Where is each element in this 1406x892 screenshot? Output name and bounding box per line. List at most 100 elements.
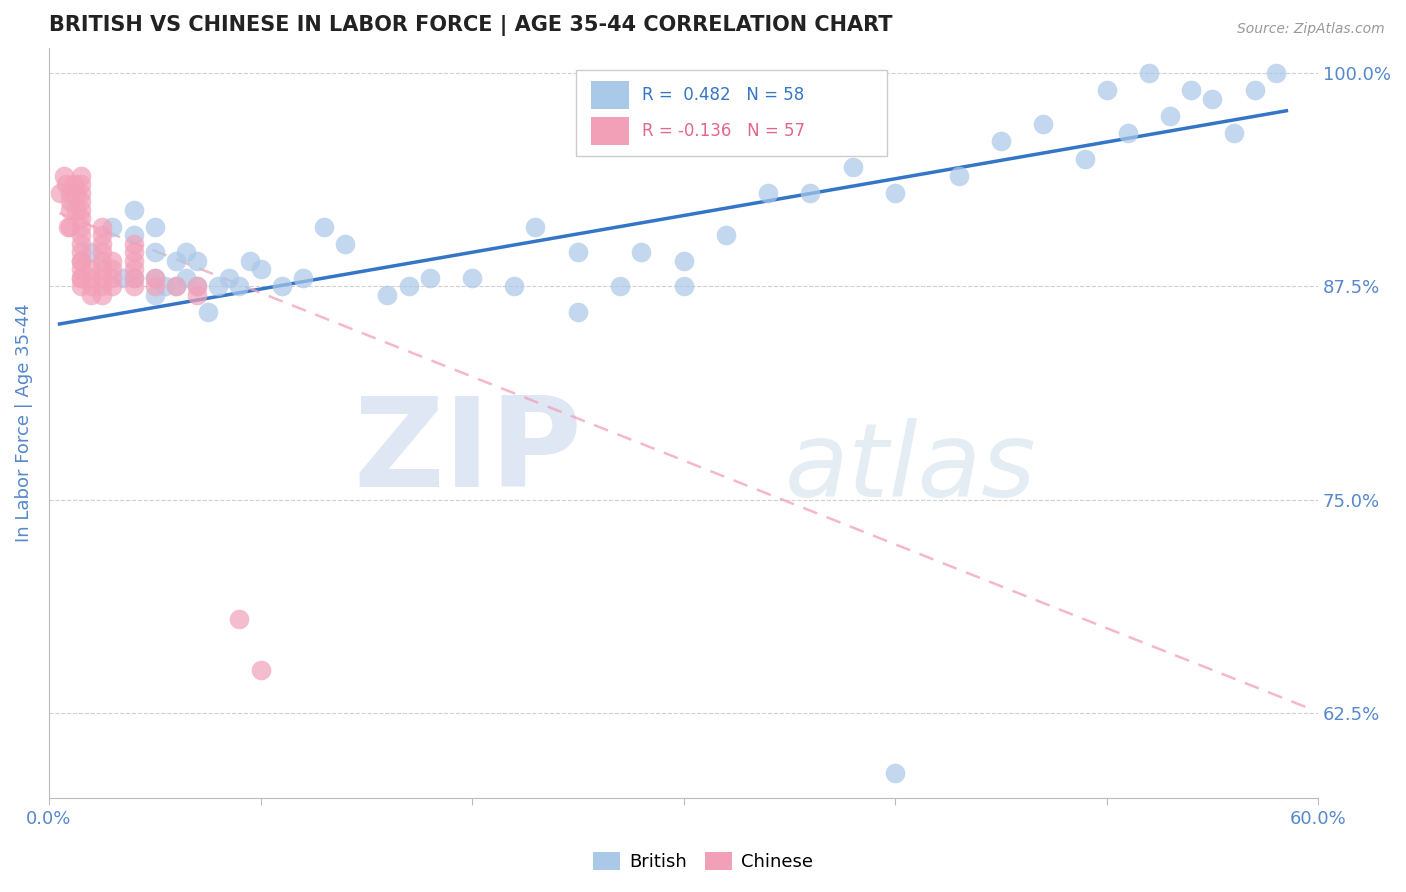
Point [101, 271, 124, 285]
Point [59, 194, 82, 209]
Point [122, 279, 145, 293]
Point [1095, 83, 1118, 97]
Point [186, 253, 208, 268]
Point [69, 228, 91, 243]
Point [207, 279, 229, 293]
Point [69, 253, 91, 268]
Point [143, 219, 166, 234]
Point [69, 236, 91, 251]
Point [80, 262, 103, 277]
Point [69, 279, 91, 293]
Point [122, 228, 145, 243]
Point [80, 271, 103, 285]
Point [333, 236, 356, 251]
Point [1264, 66, 1286, 80]
Point [567, 245, 589, 260]
Point [69, 245, 91, 260]
Point [567, 305, 589, 319]
Point [249, 262, 271, 277]
Point [143, 288, 166, 302]
Point [461, 271, 484, 285]
Point [101, 262, 124, 277]
Point [714, 228, 737, 243]
Point [186, 288, 208, 302]
Point [186, 279, 208, 293]
Text: R =  0.482   N = 58: R = 0.482 N = 58 [641, 86, 804, 104]
Point [228, 612, 250, 626]
Point [59, 202, 82, 217]
Point [69, 186, 91, 200]
Text: Source: ZipAtlas.com: Source: ZipAtlas.com [1237, 22, 1385, 37]
FancyBboxPatch shape [591, 117, 628, 145]
Point [101, 219, 124, 234]
Point [884, 765, 907, 780]
Text: atlas: atlas [785, 418, 1036, 518]
Point [524, 219, 547, 234]
Point [1222, 126, 1244, 140]
Point [948, 169, 970, 183]
Point [90, 288, 112, 302]
Point [165, 253, 187, 268]
Point [48, 186, 70, 200]
Point [197, 305, 219, 319]
Point [398, 279, 420, 293]
Point [80, 288, 103, 302]
Point [122, 262, 145, 277]
Point [69, 262, 91, 277]
Point [101, 253, 124, 268]
Text: BRITISH VS CHINESE IN LABOR FORCE | AGE 35-44 CORRELATION CHART: BRITISH VS CHINESE IN LABOR FORCE | AGE … [49, 15, 893, 36]
Point [52, 169, 75, 183]
Point [69, 219, 91, 234]
Point [609, 279, 631, 293]
Point [143, 271, 166, 285]
Point [90, 228, 112, 243]
Point [69, 271, 91, 285]
Point [165, 279, 187, 293]
Point [884, 186, 907, 200]
Point [80, 245, 103, 260]
Point [672, 279, 695, 293]
Point [65, 202, 87, 217]
Point [80, 279, 103, 293]
Point [176, 271, 198, 285]
Point [756, 186, 779, 200]
Point [291, 271, 314, 285]
Point [69, 194, 91, 209]
Point [122, 271, 145, 285]
Point [503, 279, 526, 293]
Point [63, 177, 86, 191]
Point [990, 135, 1012, 149]
Point [69, 202, 91, 217]
Point [143, 271, 166, 285]
Text: R = -0.136   N = 57: R = -0.136 N = 57 [641, 122, 804, 140]
Point [1137, 66, 1160, 80]
Point [90, 279, 112, 293]
Point [65, 186, 87, 200]
Point [155, 279, 177, 293]
Point [69, 169, 91, 183]
Point [270, 279, 292, 293]
Point [90, 219, 112, 234]
Point [1074, 152, 1097, 166]
Point [122, 236, 145, 251]
Point [56, 219, 79, 234]
Point [630, 245, 652, 260]
Point [672, 253, 695, 268]
Point [799, 186, 821, 200]
FancyBboxPatch shape [591, 80, 628, 109]
Point [1180, 83, 1202, 97]
Legend: British, Chinese: British, Chinese [586, 845, 820, 879]
Point [69, 253, 91, 268]
Point [55, 177, 77, 191]
Point [377, 288, 399, 302]
Point [90, 253, 112, 268]
Point [218, 271, 240, 285]
Point [111, 271, 134, 285]
Point [143, 245, 166, 260]
Point [122, 271, 145, 285]
Point [90, 262, 112, 277]
Point [186, 279, 208, 293]
Point [1032, 117, 1054, 131]
Point [90, 245, 112, 260]
Point [312, 219, 335, 234]
